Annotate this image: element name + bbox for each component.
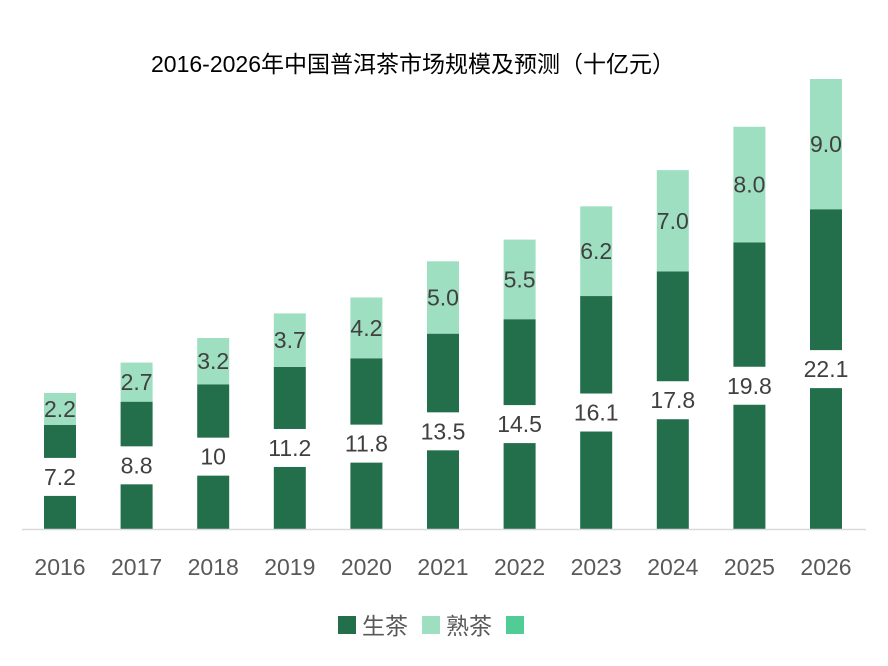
chart-title: 2016-2026年中国普洱茶市场规模及预测（十亿元） [151, 51, 675, 77]
x-tick-label: 2021 [417, 554, 468, 580]
bar-group-2026: 22.1 9.0 [796, 79, 856, 529]
bar-ripe-2016 [44, 392, 76, 425]
data-label-background [796, 350, 856, 389]
legend-label: 熟茶 [446, 613, 492, 639]
data-label-background [183, 437, 244, 476]
bar-group-2019: 11.2 3.7 [259, 313, 320, 529]
data-label: 16.1 [574, 400, 619, 426]
bar-group-2016: 7.2 2.2 [30, 392, 90, 529]
data-label: 3.2 [197, 348, 229, 374]
bar-ripe-2020 [350, 297, 383, 359]
bar-group-2025: 19.8 8.0 [719, 126, 780, 529]
data-label-background [642, 381, 703, 420]
data-label: 7.0 [657, 208, 689, 234]
data-label: 11.8 [345, 431, 388, 457]
data-label: 4.2 [350, 315, 382, 341]
data-label-background [413, 412, 473, 451]
legend-swatch [338, 616, 356, 634]
legend-swatch [506, 616, 524, 634]
x-tick-label: 2017 [111, 554, 162, 580]
bar-group-2023: 16.1 6.2 [566, 206, 627, 529]
x-tick-label: 2020 [341, 554, 392, 580]
data-label-background [719, 366, 780, 405]
bar-ripe-2021 [427, 261, 459, 334]
data-label: 17.8 [650, 387, 695, 413]
data-label: 5.0 [427, 284, 459, 310]
bar-ripe-2017 [120, 362, 153, 402]
bar-ripe-2019 [273, 313, 306, 367]
data-label-background [106, 446, 167, 485]
data-label-background [336, 424, 397, 463]
data-label-background [489, 405, 550, 444]
data-label: 11.2 [268, 435, 311, 461]
data-label: 6.2 [580, 238, 612, 264]
data-label: 19.8 [727, 373, 772, 399]
data-label: 14.5 [497, 411, 542, 437]
legend-swatch [422, 616, 440, 634]
data-label-background [566, 393, 627, 432]
bar-group-2020: 11.8 4.2 [336, 297, 397, 529]
x-tick-label: 2023 [571, 554, 622, 580]
data-label: 5.5 [504, 266, 536, 292]
bar-ripe-2024 [656, 170, 689, 272]
bar-group-2018: 103.2 [183, 338, 244, 529]
data-label: 10 [200, 444, 226, 470]
data-label: 2.2 [44, 396, 76, 422]
data-label: 3.7 [274, 327, 306, 353]
data-label: 22.1 [804, 356, 849, 382]
data-label: 13.5 [421, 418, 466, 444]
bar-group-2022: 14.5 5.5 [489, 239, 550, 529]
bar-ripe-2023 [580, 206, 613, 297]
bar-ripe-2025 [733, 126, 766, 243]
x-tick-label: 2022 [494, 554, 545, 580]
data-label-background [30, 457, 90, 496]
bar-ripe-2026 [810, 79, 842, 210]
x-tick-label: 2026 [800, 554, 851, 580]
bar-ripe-2018 [197, 338, 230, 385]
legend-label: 生茶 [362, 613, 408, 639]
data-label: 2.7 [121, 369, 153, 395]
data-label: 9.0 [810, 131, 842, 157]
x-tick-label: 2016 [34, 554, 85, 580]
data-label-background [259, 428, 320, 467]
data-label: 7.2 [44, 464, 76, 490]
data-label: 8.0 [733, 172, 765, 198]
bar-group-2024: 17.8 7.0 [642, 170, 703, 529]
bar-group-2017: 8.8 2.7 [106, 362, 167, 529]
data-label: 8.8 [121, 452, 153, 478]
bar-group-2021: 13.5 5.0 [413, 261, 473, 529]
x-tick-label: 2019 [264, 554, 315, 580]
x-tick-label: 2018 [188, 554, 239, 580]
bar-ripe-2022 [503, 239, 536, 320]
x-tick-label: 2025 [724, 554, 775, 580]
x-tick-label: 2024 [647, 554, 698, 580]
